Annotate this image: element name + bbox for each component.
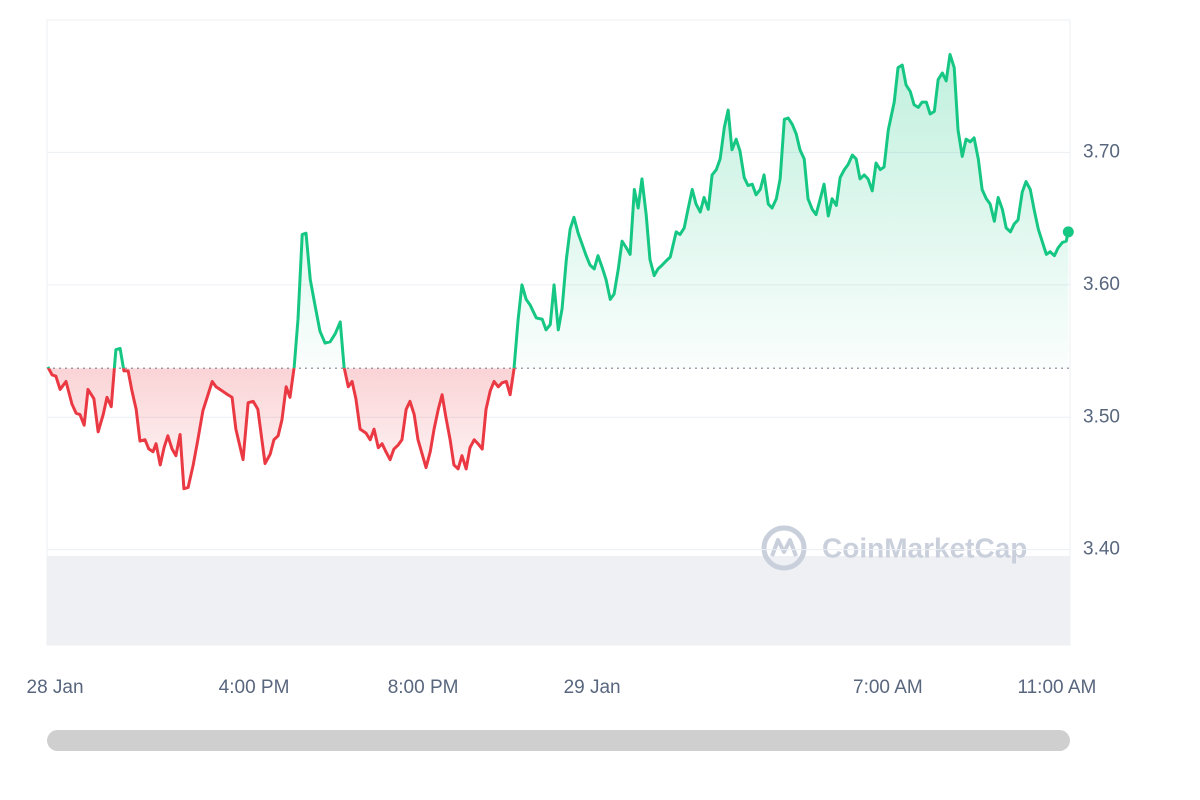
y-tick-label: 3.50 bbox=[1083, 406, 1120, 427]
watermark: CoinMarketCap bbox=[761, 525, 1027, 571]
scrollbar[interactable] bbox=[47, 730, 1070, 751]
y-tick-label: 3.40 bbox=[1083, 539, 1120, 560]
labels: 3.40 3.50 3.60 3.70 28 Jan 4:00 PM 8:00 PM 29 J… bbox=[27, 141, 1120, 698]
x-tick-label: 4:00 PM bbox=[219, 677, 290, 698]
last-point bbox=[1062, 226, 1074, 238]
x-tick-label: 8:00 PM bbox=[388, 677, 459, 698]
y-tick-label: 3.70 bbox=[1083, 141, 1120, 162]
y-tick-label: 3.60 bbox=[1083, 274, 1120, 295]
marks bbox=[46, 52, 1074, 491]
area-down bbox=[48, 368, 515, 489]
x-tick-label: 29 Jan bbox=[564, 677, 621, 698]
area-up bbox=[47, 54, 1069, 369]
watermark-logo bbox=[761, 525, 807, 571]
watermark-text: CoinMarketCap bbox=[822, 532, 1027, 563]
price-line-down bbox=[46, 368, 516, 491]
x-tick-label: 7:00 AM bbox=[853, 677, 923, 698]
volume-area bbox=[47, 556, 1070, 645]
watermark-logo-mark bbox=[770, 538, 798, 557]
price-line-up bbox=[46, 52, 1070, 369]
x-tick-label: 11:00 AM bbox=[1017, 677, 1096, 698]
x-tick-label: 28 Jan bbox=[27, 677, 84, 698]
